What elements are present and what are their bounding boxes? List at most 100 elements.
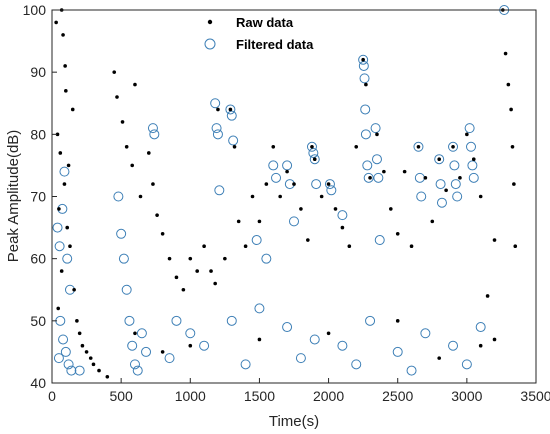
raw-data-series: [54, 8, 518, 379]
raw-data-point: [310, 144, 314, 149]
raw-data-point: [257, 219, 262, 224]
y-tick-label: 50: [30, 313, 46, 329]
filtered-data-point: [448, 141, 459, 152]
filtered-data-point: [226, 110, 237, 121]
filtered-data-point: [121, 284, 132, 295]
y-tick-label: 70: [30, 189, 46, 205]
raw-data-point: [264, 182, 269, 186]
raw-data-point: [130, 163, 135, 168]
raw-data-point: [444, 188, 448, 193]
legend-filtered-label: Filtered data: [236, 37, 314, 52]
raw-data-point: [250, 194, 255, 199]
raw-data-point: [181, 287, 186, 292]
raw-data-point: [326, 331, 331, 336]
filtered-data-point: [211, 123, 222, 134]
filtered-data-point: [261, 253, 272, 264]
raw-data-point: [416, 144, 421, 149]
legend: Raw data Filtered data: [204, 15, 314, 52]
x-axis: 0 500 1000 1500 2000 2500 3000 3500: [48, 378, 550, 404]
raw-data-point: [271, 144, 276, 149]
y-tick-label: 90: [30, 64, 46, 80]
raw-data-point: [492, 238, 497, 242]
raw-data-point: [65, 225, 70, 230]
y-axis: 40 50 60 70 80 90 100: [23, 2, 57, 391]
raw-data-point: [437, 356, 442, 360]
raw-data-point: [509, 107, 513, 112]
y-tick-label: 60: [30, 251, 46, 267]
raw-data-point: [58, 151, 63, 155]
x-tick-label: 3500: [520, 388, 550, 404]
raw-data-point: [430, 219, 435, 224]
raw-data-point: [326, 182, 331, 186]
raw-data-point: [115, 95, 119, 99]
raw-data-point: [478, 343, 483, 348]
raw-data-point: [91, 362, 96, 367]
raw-data-point: [195, 269, 199, 273]
filtered-data-point: [116, 228, 127, 239]
filtered-data-series: [52, 5, 510, 376]
filtered-data-point: [141, 346, 152, 357]
filtered-data-point: [199, 340, 210, 351]
raw-data-point: [57, 207, 61, 211]
raw-data-point: [70, 107, 75, 112]
y-axis-label: Peak Amplitude(dB): [5, 130, 22, 263]
raw-data-point: [333, 207, 338, 211]
raw-data-point: [228, 107, 233, 112]
filtered-data-point: [210, 98, 221, 109]
raw-data-point: [458, 176, 462, 180]
raw-data-point: [347, 244, 352, 249]
filtered-data-point: [268, 160, 279, 171]
filtered-data-point: [164, 353, 175, 364]
filtered-data-point: [311, 179, 322, 190]
raw-data-point: [72, 287, 76, 292]
raw-data-point: [174, 275, 179, 280]
raw-data-point: [105, 374, 110, 379]
raw-data-point: [62, 182, 67, 186]
filtered-data-point: [374, 235, 385, 246]
raw-data-point: [232, 144, 237, 149]
x-tick-label: 2500: [382, 388, 413, 404]
raw-data-point: [75, 319, 79, 323]
filtered-data-point: [392, 346, 403, 357]
raw-data-point: [292, 182, 296, 186]
raw-data-point: [133, 82, 137, 87]
filtered-data-point: [113, 191, 124, 202]
raw-data-point: [402, 169, 407, 174]
filtered-data-point: [358, 60, 369, 71]
raw-data-point: [506, 82, 511, 87]
filtered-data-point: [118, 253, 129, 264]
filtered-data-point: [185, 328, 196, 339]
y-tick-label: 40: [30, 375, 46, 391]
filtered-data-point: [271, 172, 282, 183]
raw-data-point: [243, 244, 248, 249]
raw-data-point: [236, 219, 241, 224]
x-axis-label: Time(s): [269, 413, 319, 430]
raw-data-point: [64, 89, 68, 93]
x-tick-label: 500: [109, 388, 133, 404]
filtered-data-point: [416, 191, 427, 202]
raw-data-point: [451, 144, 455, 149]
raw-data-point: [503, 51, 508, 56]
raw-data-point: [209, 269, 213, 273]
filtered-data-point: [149, 129, 160, 140]
raw-data-point: [312, 157, 317, 161]
raw-data-point: [188, 343, 193, 348]
raw-data-point: [63, 64, 67, 68]
filtered-data-point: [308, 147, 319, 158]
filtered-data-point: [436, 197, 447, 208]
raw-data-point: [382, 169, 386, 174]
raw-data-point: [54, 20, 58, 25]
raw-data-point: [389, 207, 393, 211]
raw-data-point: [510, 144, 515, 149]
raw-data-point: [340, 225, 345, 230]
filtered-data-point: [363, 172, 374, 183]
filtered-data-point: [282, 160, 293, 171]
filtered-data-point: [449, 160, 460, 171]
raw-data-point: [299, 207, 303, 211]
raw-data-point: [492, 337, 497, 342]
filtered-data-point: [337, 340, 348, 351]
filtered-data-point: [413, 141, 424, 152]
filtered-data-point: [147, 123, 158, 134]
filtered-data-point: [324, 179, 335, 190]
